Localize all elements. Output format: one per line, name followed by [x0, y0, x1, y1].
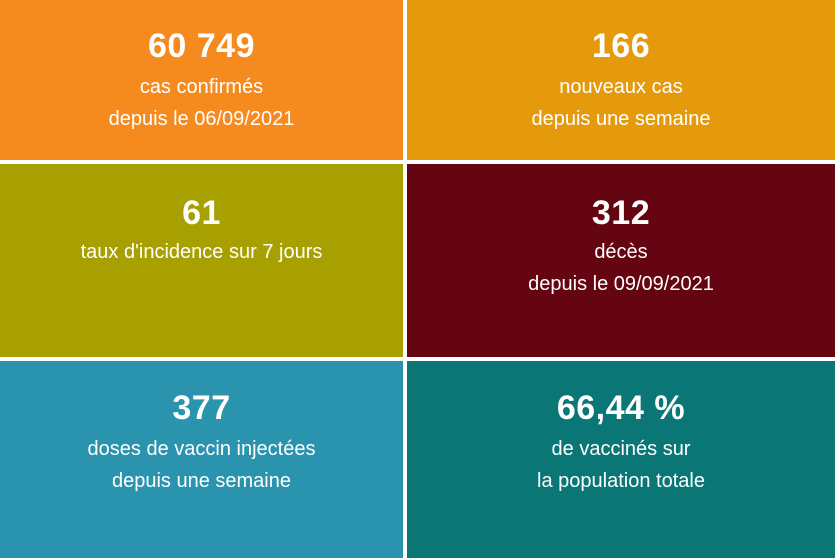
tile-new-cases: 166 nouveaux cas depuis une semaine: [407, 0, 835, 160]
deaths-label: décès: [594, 241, 648, 263]
tile-vaccine-doses: 377 doses de vaccin injectées depuis une…: [0, 361, 403, 558]
incidence-rate-value: 61: [182, 194, 221, 232]
new-cases-label: nouveaux cas: [559, 76, 683, 98]
confirmed-cases-value: 60 749: [148, 27, 255, 65]
new-cases-value: 166: [591, 27, 651, 65]
vaccine-doses-value: 377: [172, 389, 231, 427]
vaccine-doses-period: depuis une semaine: [111, 470, 291, 492]
tile-incidence-rate: 61 taux d'incidence sur 7 jours: [0, 164, 403, 357]
vaccination-rate-value: 66,44 %: [556, 389, 686, 427]
deaths-value: 312: [591, 194, 651, 232]
tile-deaths: 312 décès depuis le 09/09/2021: [407, 164, 835, 357]
tile-confirmed-cases: 60 749 cas confirmés depuis le 06/09/202…: [0, 0, 403, 160]
vaccine-doses-label: doses de vaccin injectées: [87, 438, 316, 460]
tile-vaccination-rate: 66,44 % de vaccinés sur la population to…: [407, 361, 835, 558]
new-cases-period: depuis une semaine: [531, 108, 711, 130]
confirmed-cases-label: cas confirmés: [139, 76, 264, 98]
incidence-rate-label: taux d'incidence sur 7 jours: [80, 241, 323, 263]
vaccination-rate-population: la population totale: [537, 470, 705, 492]
deaths-since: depuis le 09/09/2021: [528, 273, 714, 295]
vaccination-rate-label: de vaccinés sur: [551, 438, 691, 460]
confirmed-cases-since: depuis le 06/09/2021: [108, 108, 295, 130]
